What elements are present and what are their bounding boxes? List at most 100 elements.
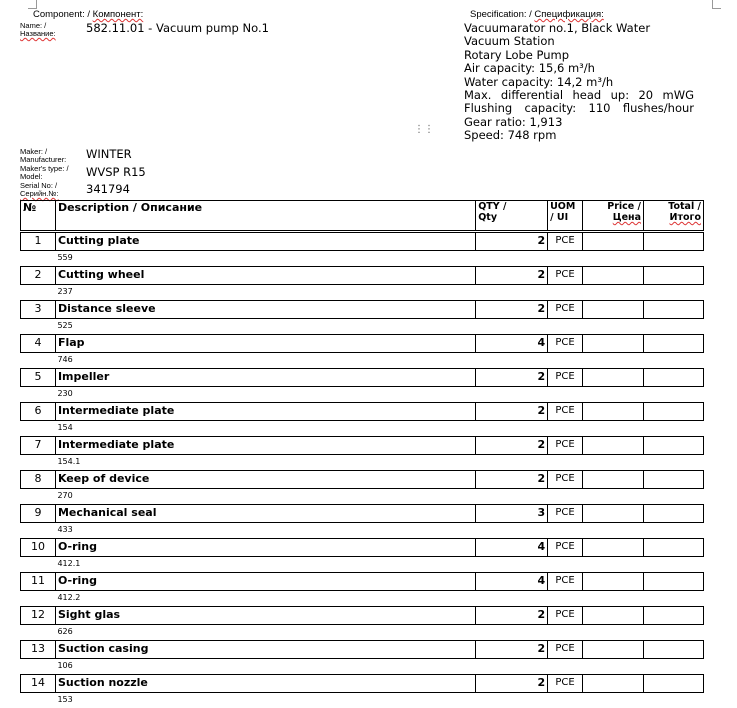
row-number: 11	[21, 573, 56, 591]
row-number: 1	[21, 232, 56, 251]
row-qty: 2	[476, 267, 548, 285]
table-row-code: 230	[21, 387, 704, 403]
row-total[interactable]	[644, 437, 704, 455]
table-row-code: 154	[21, 421, 704, 437]
row-code: 154	[55, 421, 703, 437]
spacer	[21, 455, 56, 471]
row-total[interactable]	[644, 607, 704, 625]
row-price[interactable]	[583, 641, 644, 659]
row-uom: PCE	[548, 607, 583, 625]
row-qty: 4	[476, 539, 548, 557]
row-total[interactable]	[644, 505, 704, 523]
model-label: Maker's type: /Model:	[20, 165, 69, 181]
table-row: 11 O-ring 4 PCE	[21, 573, 704, 591]
row-number: 5	[21, 369, 56, 387]
row-price[interactable]	[583, 369, 644, 387]
row-number: 10	[21, 539, 56, 557]
row-code: 626	[55, 625, 703, 641]
row-code: 433	[55, 523, 703, 539]
maker-value: WINTER	[86, 147, 132, 161]
table-row: 4 Flap 4 PCE	[21, 335, 704, 353]
table-row: 12 Sight glas 2 PCE	[21, 607, 704, 625]
row-total[interactable]	[644, 267, 704, 285]
table-row: 2 Cutting wheel 2 PCE	[21, 267, 704, 285]
spacer	[21, 659, 56, 675]
page-corner-mark	[712, 0, 721, 9]
row-code: 559	[55, 251, 703, 267]
table-row: 6 Intermediate plate 2 PCE	[21, 403, 704, 421]
spacer	[21, 353, 56, 369]
row-uom: PCE	[548, 437, 583, 455]
table-row: 9 Mechanical seal 3 PCE	[21, 505, 704, 523]
row-number: 7	[21, 437, 56, 455]
header-qty: QTY /Qty	[476, 201, 548, 232]
row-price[interactable]	[583, 267, 644, 285]
row-total[interactable]	[644, 369, 704, 387]
row-price[interactable]	[583, 675, 644, 693]
name-label-ru: Название:	[20, 30, 56, 38]
row-total[interactable]	[644, 301, 704, 319]
table-row-code: 433	[21, 523, 704, 539]
row-uom: PCE	[548, 232, 583, 251]
row-total[interactable]	[644, 539, 704, 557]
header-uom-2: / UI	[550, 212, 580, 223]
row-number: 8	[21, 471, 56, 489]
row-number: 13	[21, 641, 56, 659]
row-code: 746	[55, 353, 703, 369]
row-description: Mechanical seal	[55, 505, 475, 523]
row-price[interactable]	[583, 301, 644, 319]
row-total[interactable]	[644, 641, 704, 659]
drag-handle-icon[interactable]: ⋮⋮	[414, 127, 434, 132]
row-qty: 2	[476, 232, 548, 251]
row-total[interactable]	[644, 573, 704, 591]
table-row-code: 412.2	[21, 591, 704, 607]
row-price[interactable]	[583, 232, 644, 251]
row-code: 154.1	[55, 455, 703, 471]
row-uom: PCE	[548, 267, 583, 285]
table-row: 13 Suction casing 2 PCE	[21, 641, 704, 659]
row-number: 12	[21, 607, 56, 625]
row-price[interactable]	[583, 607, 644, 625]
spec-line: Water capacity: 14,2 m³/h	[464, 76, 694, 89]
row-total[interactable]	[644, 403, 704, 421]
row-price[interactable]	[583, 335, 644, 353]
spacer	[21, 421, 56, 437]
row-total[interactable]	[644, 232, 704, 251]
model-label-2: Model:	[20, 173, 69, 181]
header-uom: UOM/ UI	[548, 201, 583, 232]
row-price[interactable]	[583, 573, 644, 591]
row-code: 153	[55, 693, 703, 708]
component-heading-ru: Компонент:	[93, 9, 144, 20]
row-description: O-ring	[55, 539, 475, 557]
row-price[interactable]	[583, 539, 644, 557]
specification-text: Vacuumarator no.1, Black Water Vacuum St…	[464, 22, 694, 143]
row-code: 230	[55, 387, 703, 403]
table-header-row: № Description / Описание QTY /Qty UOM/ U…	[21, 201, 704, 232]
row-code: 106	[55, 659, 703, 675]
table-row-code: 153	[21, 693, 704, 708]
row-number: 14	[21, 675, 56, 693]
header-description: Description / Описание	[55, 201, 475, 232]
row-price[interactable]	[583, 505, 644, 523]
parts-table: № Description / Описание QTY /Qty UOM/ U…	[20, 200, 704, 708]
row-total[interactable]	[644, 471, 704, 489]
table-row-code: 412.1	[21, 557, 704, 573]
row-code: 237	[55, 285, 703, 301]
serial-label: Serial No: /Серийн.№:	[20, 182, 59, 198]
spec-line: Rotary Lobe Pump	[464, 49, 694, 62]
row-description: Flap	[55, 335, 475, 353]
row-number: 2	[21, 267, 56, 285]
table-row-code: 525	[21, 319, 704, 335]
header-total-1: Total /	[646, 201, 701, 212]
row-total[interactable]	[644, 675, 704, 693]
header-qty-2: Qty	[478, 212, 545, 223]
row-price[interactable]	[583, 471, 644, 489]
row-price[interactable]	[583, 403, 644, 421]
row-code: 270	[55, 489, 703, 505]
row-description: Keep of device	[55, 471, 475, 489]
spacer	[21, 387, 56, 403]
row-qty: 2	[476, 437, 548, 455]
row-price[interactable]	[583, 437, 644, 455]
row-total[interactable]	[644, 335, 704, 353]
name-label: Name: /Название:	[20, 22, 56, 38]
